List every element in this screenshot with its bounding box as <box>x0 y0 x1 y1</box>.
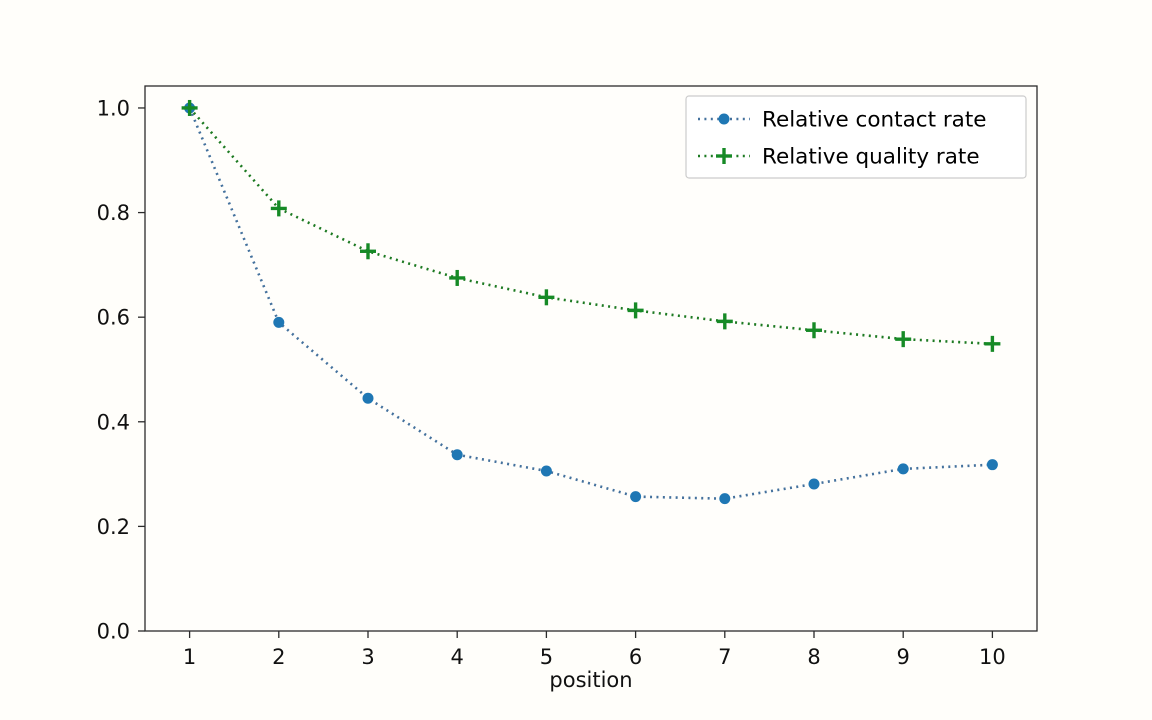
x-tick-label: 9 <box>897 645 910 669</box>
series-quality <box>181 99 1001 352</box>
x-tick-label: 6 <box>629 645 642 669</box>
data-point-marker <box>808 478 820 490</box>
data-point-marker <box>897 463 909 475</box>
y-tick-label: 0.0 <box>97 620 130 644</box>
legend-label: Relative quality rate <box>762 145 980 170</box>
x-tick-label: 1 <box>183 645 196 669</box>
y-tick-label: 0.2 <box>97 515 130 539</box>
legend-label: Relative contact rate <box>762 108 987 133</box>
data-point-marker <box>451 449 463 461</box>
y-tick-label: 0.6 <box>97 306 130 330</box>
data-point-marker <box>273 316 285 328</box>
x-axis-label: position <box>549 668 632 692</box>
y-tick-label: 0.8 <box>97 201 130 225</box>
data-point-marker <box>719 493 731 505</box>
x-tick-label: 8 <box>807 645 820 669</box>
plot-frame <box>144 85 1038 632</box>
x-tick-label: 5 <box>540 645 553 669</box>
y-tick-label: 1.0 <box>97 96 130 120</box>
data-point-marker <box>986 459 998 471</box>
y-tick-label: 0.4 <box>97 410 130 434</box>
legend-circle-marker-icon <box>718 113 730 125</box>
data-point-marker <box>630 491 642 503</box>
x-tick-label: 2 <box>272 645 285 669</box>
x-tick-label: 10 <box>979 645 1006 669</box>
x-tick-label: 7 <box>718 645 731 669</box>
series-line <box>188 107 993 346</box>
x-tick-label: 3 <box>361 645 374 669</box>
series-contact <box>184 102 998 505</box>
data-point-marker <box>540 465 552 477</box>
x-tick-label: 4 <box>451 645 464 669</box>
data-point-marker <box>362 392 374 404</box>
legend: Relative contact rate Relative quality ra… <box>685 95 1027 179</box>
legend-box <box>685 95 1027 179</box>
